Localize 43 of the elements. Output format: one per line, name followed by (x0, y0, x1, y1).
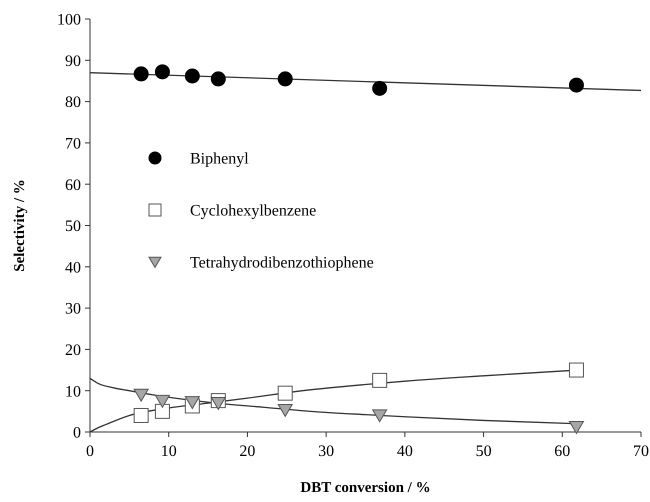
point (278, 404, 293, 417)
point (278, 386, 293, 401)
point (154, 404, 170, 419)
x-tick-label: 20 (239, 443, 256, 460)
y-tick-label: 40 (65, 259, 81, 276)
point (568, 78, 584, 93)
point (372, 80, 388, 96)
x-tick-label: 50 (476, 443, 492, 460)
x-tick-label: 70 (633, 443, 649, 460)
point (210, 71, 226, 86)
x-tick-label: 0 (86, 443, 94, 460)
x-tick-label: 60 (554, 443, 570, 460)
legend-label: Tetrahydrodibenzothiophene (190, 254, 374, 272)
point (154, 394, 170, 408)
x-tick-label: 40 (396, 443, 413, 460)
x-axis-title: DBT conversion / % (300, 480, 431, 496)
y-tick-label: 90 (65, 52, 81, 70)
y-tick-label: 20 (65, 342, 81, 359)
y-tick-label: 50 (65, 218, 81, 236)
point (210, 396, 226, 410)
point (372, 409, 388, 422)
y-axis-title: Selectivity / % (12, 179, 28, 272)
y-tick-label: 60 (65, 176, 81, 194)
y-tick-label: 10 (65, 383, 81, 400)
y-tick-label: 30 (65, 300, 81, 318)
point (184, 68, 200, 84)
point (568, 362, 584, 378)
y-tick-label: 70 (65, 136, 81, 152)
point (154, 64, 170, 80)
point (184, 396, 200, 410)
y-tick-label: 0 (73, 424, 81, 442)
y-tick-label: 100 (57, 12, 81, 29)
legend-label: Cyclohexylbenzene (190, 202, 316, 220)
point (278, 71, 293, 86)
point (134, 388, 149, 402)
x-tick-label: 30 (318, 443, 334, 460)
point (568, 420, 584, 434)
x-tick-label: 10 (160, 443, 177, 460)
y-tick-label: 80 (65, 94, 81, 112)
point (372, 372, 388, 388)
point (134, 66, 149, 82)
legend-label: Biphenyl (190, 150, 250, 168)
point (134, 408, 149, 423)
